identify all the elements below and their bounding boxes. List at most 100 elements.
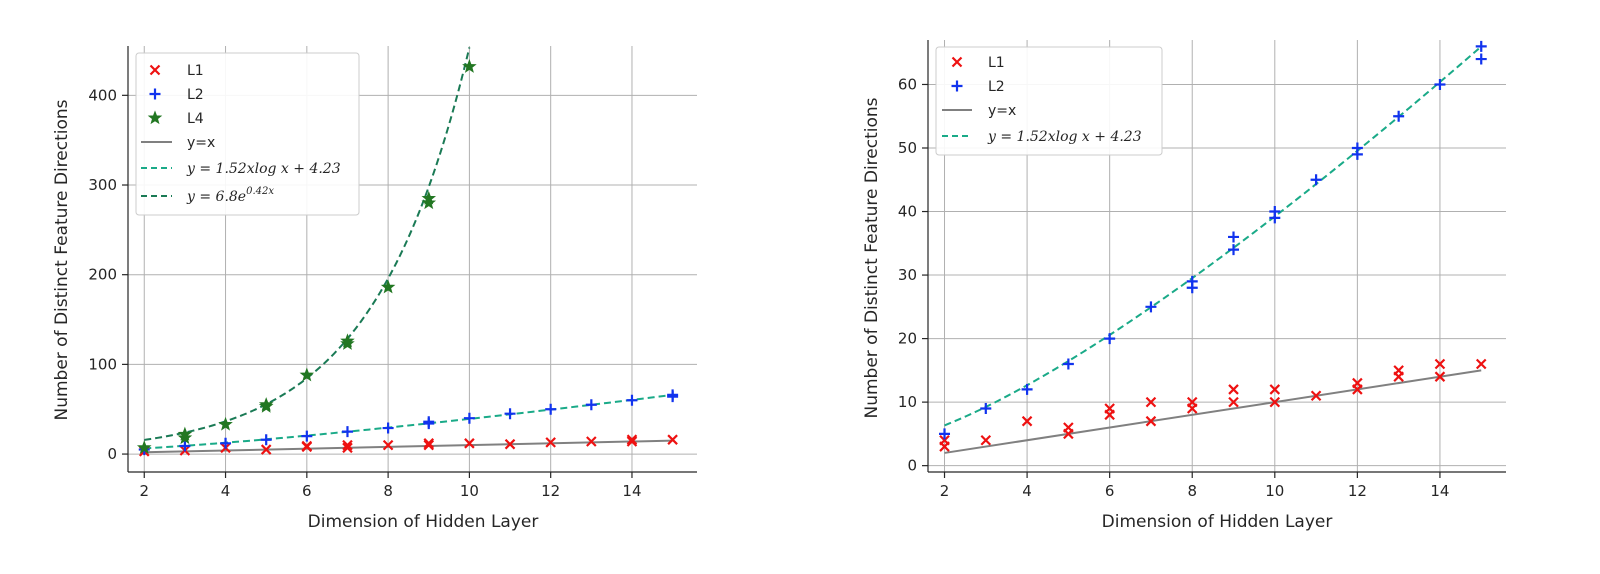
right-point-L1 xyxy=(1228,396,1239,408)
left-point-L2 xyxy=(545,403,557,415)
right-axes xyxy=(927,40,1506,473)
right-point-L2 xyxy=(1310,174,1322,186)
left-x-tick-label: 14 xyxy=(622,482,641,500)
left-point-L4 xyxy=(340,333,355,348)
left-legend-box xyxy=(135,52,360,216)
right-point-L1 xyxy=(1063,422,1074,433)
right-line-y-equals-x xyxy=(944,369,1482,454)
right-legend-label-L2: L2 xyxy=(988,79,1005,95)
right-legend-entry-fit-log: y = 1.52xlog x + 4.23 xyxy=(942,129,1142,145)
right-chart: 2 4 6 8 10 12 14 0 10 20 30 40 50 60 Dimension of Hid… xyxy=(862,40,1506,532)
left-point-L4 xyxy=(380,279,396,294)
left-point-L1 xyxy=(382,439,394,451)
left-legend-entry-yx: y=x xyxy=(141,135,215,151)
left-point-L2 xyxy=(382,422,394,434)
left-y-tick-label: 400 xyxy=(88,86,117,104)
left-legend: L1 L2 L4 y=x y = 1.52xlog x + 4.23 y = 6… xyxy=(135,52,360,216)
right-point-L1 xyxy=(1269,384,1281,395)
left-fit-lines xyxy=(144,47,673,454)
left-point-L4 xyxy=(462,58,477,73)
left-point-L2 xyxy=(463,412,475,424)
right-legend-label-fit-log: y = 1.52xlog x + 4.23 xyxy=(987,129,1142,145)
right-point-L2 xyxy=(1475,53,1487,65)
right-point-L1 xyxy=(980,434,992,446)
right-point-L2 xyxy=(1021,383,1033,395)
right-x-tick-label: 8 xyxy=(1187,482,1197,500)
right-x-tick-label: 6 xyxy=(1105,482,1115,500)
right-point-L2 xyxy=(1104,333,1116,345)
right-y-tick-label: 40 xyxy=(898,203,917,221)
right-y-axis-label: Number of Distinct Feature Directions xyxy=(862,97,882,418)
right-point-L2 xyxy=(1434,78,1446,90)
left-point-L2 xyxy=(504,408,516,420)
left-x-tick-label: 8 xyxy=(383,482,393,500)
left-x-tick-label: 12 xyxy=(541,482,560,500)
right-y-tick-label: 30 xyxy=(898,266,917,284)
right-point-L2 xyxy=(1228,231,1240,243)
right-legend-marker-L2-glyph xyxy=(951,80,963,92)
left-legend-marker-L1 xyxy=(149,64,161,76)
left-point-L4 xyxy=(218,416,233,431)
left-axes xyxy=(127,46,697,473)
right-point-L2 xyxy=(1062,358,1074,370)
left-point-L1 xyxy=(423,438,435,449)
right-x-tick-label: 2 xyxy=(940,482,950,500)
right-x-axis-label: Dimension of Hidden Layer xyxy=(1102,512,1333,532)
right-y-tick-label: 0 xyxy=(907,457,917,475)
left-line-y-equals-x xyxy=(144,439,673,454)
right-y-tick-label: 60 xyxy=(898,75,917,93)
right-point-L2 xyxy=(1145,301,1157,313)
right-y-tick-label: 20 xyxy=(898,330,917,348)
right-legend: L1 L2 y=x y = 1.52xlog x + 4.23 xyxy=(935,46,1163,156)
right-point-L1 xyxy=(939,434,950,446)
left-point-L1 xyxy=(301,440,313,452)
left-point-L2 xyxy=(626,394,638,406)
right-y-tick-label: 50 xyxy=(898,139,917,157)
left-legend-label-L2: L2 xyxy=(187,87,204,103)
right-point-L2 xyxy=(1269,206,1281,218)
left-legend-marker-L2-glyph xyxy=(149,88,161,100)
right-point-L1 xyxy=(1393,365,1404,376)
left-legend-entry-L4: L4 xyxy=(147,110,204,127)
left-point-L2 xyxy=(220,437,232,449)
right-legend-label-yx: y=x xyxy=(988,103,1016,119)
left-y-axis-label: Number of Distinct Feature Directions xyxy=(52,99,72,420)
left-point-L2 xyxy=(423,416,435,428)
right-legend-marker-L2 xyxy=(951,80,963,92)
right-point-L1 xyxy=(1475,358,1487,370)
right-tick-labels: 2 4 6 8 10 12 14 0 10 20 30 40 50 60 xyxy=(898,75,1450,500)
left-legend-marker-L2 xyxy=(149,88,161,100)
left-y-tick-label: 200 xyxy=(88,266,117,284)
right-point-L1 xyxy=(1145,396,1157,408)
right-point-L2 xyxy=(1351,142,1363,154)
left-x-tick-label: 2 xyxy=(139,482,149,500)
left-x-tick-label: 10 xyxy=(460,482,479,500)
right-point-L1 xyxy=(1352,377,1363,389)
left-legend-label-fit-exp-power: 0.42x xyxy=(246,186,274,197)
right-point-L2 xyxy=(1228,244,1240,256)
left-point-L2 xyxy=(341,426,353,438)
left-point-L1 xyxy=(464,438,475,449)
right-legend-marker-L1-glyph xyxy=(951,56,963,68)
right-point-L1 xyxy=(1104,403,1115,414)
left-legend-label-L4: L4 xyxy=(187,111,204,127)
right-grid xyxy=(928,40,1506,472)
left-point-L2 xyxy=(260,434,272,446)
left-point-L1 xyxy=(260,444,272,455)
left-point-L1 xyxy=(626,436,638,447)
right-point-L1 xyxy=(1145,415,1157,427)
left-point-L4 xyxy=(258,397,274,411)
right-legend-box xyxy=(935,46,1163,156)
left-point-L4 xyxy=(136,440,152,454)
right-legend-entry-L1: L1 xyxy=(951,55,1005,71)
left-point-L2 xyxy=(667,389,679,401)
left-line-fit-log xyxy=(144,393,673,450)
right-x-tick-label: 14 xyxy=(1430,482,1449,500)
left-legend-label-fit-exp-base: y = 6.8e xyxy=(186,189,246,205)
right-x-tick-label: 12 xyxy=(1348,482,1367,500)
left-point-L1 xyxy=(423,439,435,451)
right-legend-marker-L1 xyxy=(951,56,963,68)
right-point-L2 xyxy=(1186,275,1198,287)
right-point-L1 xyxy=(1228,384,1239,395)
